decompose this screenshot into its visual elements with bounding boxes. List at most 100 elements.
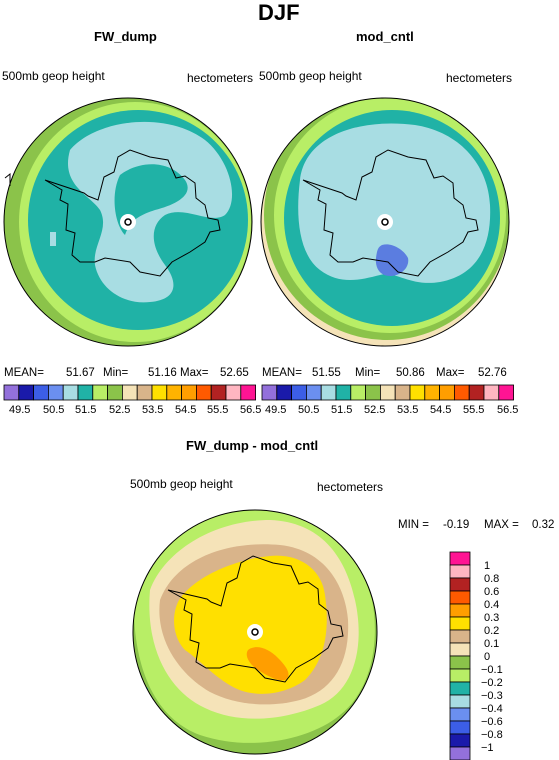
colorbar-1-swatch-0: [3, 384, 20, 401]
colorbar-2-swatch-8: [379, 384, 396, 401]
colorbar-2-swatch-15: [483, 384, 500, 401]
colorbar-2-swatch-12: [439, 384, 455, 401]
panel-2-tick-4: 53.5: [397, 404, 419, 416]
colorbar-2-swatch-9: [394, 384, 411, 401]
diff-pole-marker: [247, 624, 263, 640]
diff-level-0: 1: [484, 560, 491, 572]
colorbar-1-swatch-10: [151, 384, 168, 401]
colorbar-diff-swatch-2: [449, 577, 471, 592]
diff-panel-title: FW_dump - mod_cntl: [186, 438, 319, 453]
colorbar-diff-swatch-0: [449, 551, 471, 566]
colorbar-2-swatch-10: [409, 384, 426, 401]
diff-min-label: MIN =: [398, 519, 429, 531]
panel-2-mean-label: MEAN=: [262, 367, 302, 379]
map-fw-dump: [3, 97, 253, 347]
panel-1-tick-4: 53.5: [142, 404, 164, 416]
diff-level-3: 0.4: [484, 599, 500, 611]
colorbar-diff-swatch-6: [449, 629, 471, 644]
panel-2-right-label: hectometers: [446, 71, 513, 85]
panel-1-left-label: 500mb geop height: [2, 69, 105, 83]
panel-1-tick-6: 55.5: [207, 404, 229, 416]
panel-2-mean-value: 51.55: [312, 367, 341, 379]
diff-level-11: −0.4: [481, 703, 503, 715]
colorbar-2: [261, 384, 514, 401]
colorbar-1-swatch-11: [166, 384, 183, 401]
colorbar-diff-swatch-9: [449, 668, 471, 683]
map1-small-patch: [50, 232, 56, 246]
panel-2-tick-2: 51.5: [331, 404, 353, 416]
diff-level-14: −1: [481, 742, 494, 754]
colorbar-2-swatch-0: [261, 384, 278, 401]
panel-1-tick-2: 51.5: [75, 404, 97, 416]
colorbar-1-swatch-3: [48, 384, 64, 401]
diff-level-7: 0: [484, 651, 491, 663]
colorbar-1-swatch-6: [92, 384, 109, 401]
colorbar-diff-swatch-13: [449, 720, 471, 735]
panel-1-mean-value: 51.67: [66, 367, 95, 379]
diff-max-label: MAX =: [484, 519, 519, 531]
panel-2-tick-1: 50.5: [298, 404, 320, 416]
colorbar-1-swatch-13: [195, 384, 212, 401]
colorbar-diff-swatch-11: [449, 694, 471, 709]
panel-2-tick-7: 56.5: [497, 404, 519, 416]
colorbar-diff-swatch-4: [449, 603, 471, 618]
panel-1-max-value: 52.65: [220, 367, 249, 379]
panel-1-min-value: 51.16: [148, 367, 177, 379]
colorbar-1-swatch-2: [33, 384, 49, 401]
colorbar-diff: [449, 551, 471, 760]
colorbar-1-swatch-4: [62, 384, 79, 401]
panel-2-max-label: Max=: [436, 367, 465, 379]
panel-1-tick-0: 49.5: [9, 404, 31, 416]
colorbar-diff-swatch-8: [449, 655, 471, 670]
colorbar-1-swatch-9: [136, 384, 153, 401]
colorbar-2-swatch-3: [305, 384, 322, 401]
diff-min-value: -0.19: [443, 519, 470, 531]
diff-level-5: 0.2: [484, 625, 500, 637]
diff-level-12: −0.6: [481, 716, 503, 728]
colorbar-1-swatch-15: [225, 384, 242, 401]
panel-2-tick-5: 54.5: [430, 404, 452, 416]
panel-2-title: mod_cntl: [356, 29, 414, 44]
colorbar-1-swatch-14: [210, 384, 227, 401]
map2-light-blue-region: [298, 123, 491, 283]
colorbar-diff-swatch-12: [449, 707, 471, 722]
colorbar-1: [3, 384, 257, 401]
map2-continent-outline: [302, 149, 479, 277]
colorbar-2-swatch-6: [350, 384, 366, 401]
panel-1-right-label: hectometers: [187, 71, 254, 85]
diff-continent-outline: [167, 555, 344, 683]
diff-max-value: 0.32: [532, 519, 555, 531]
panel-2-tick-6: 55.5: [463, 404, 485, 416]
diff-orange-max-blob: [246, 647, 289, 681]
map-mod-cntl: [260, 97, 510, 347]
panel-1-max-label: Max=: [180, 367, 209, 379]
panel-1-min-label: Min=: [103, 367, 129, 379]
diff-level-6: 0.1: [484, 638, 500, 650]
diff-level-1: 0.8: [484, 573, 500, 585]
panel-2-left-label: 500mb geop height: [259, 69, 362, 83]
colorbar-2-swatch-11: [424, 384, 440, 401]
colorbar-diff-swatch-10: [449, 681, 471, 696]
colorbar-1-swatch-7: [107, 384, 123, 401]
panel-2-min-value: 50.86: [396, 367, 425, 379]
colorbar-1-swatch-12: [181, 384, 197, 401]
panel-1-mean-label: MEAN=: [4, 367, 44, 379]
colorbar-2-swatch-4: [320, 384, 337, 401]
panel-2-max-value: 52.76: [478, 367, 507, 379]
map2-pole-marker: [377, 214, 393, 230]
diff-left-label: 500mb geop height: [130, 477, 233, 491]
panel-1-tick-7: 56.5: [240, 404, 262, 416]
diff-yellow-region: [174, 555, 327, 694]
diff-level-10: −0.3: [481, 690, 503, 702]
colorbar-2-swatch-13: [453, 384, 470, 401]
page-title: DJF: [258, 0, 300, 25]
colorbar-diff-swatch-7: [449, 642, 471, 657]
map1-continent-outline: [44, 149, 221, 277]
colorbar-2-swatch-16: [498, 384, 514, 401]
diff-level-9: −0.2: [481, 677, 503, 689]
colorbar-diff-swatch-5: [449, 616, 471, 631]
map1-pole-marker: [120, 214, 136, 230]
colorbar-2-swatch-2: [291, 384, 307, 401]
colorbar-1-swatch-1: [18, 384, 34, 401]
